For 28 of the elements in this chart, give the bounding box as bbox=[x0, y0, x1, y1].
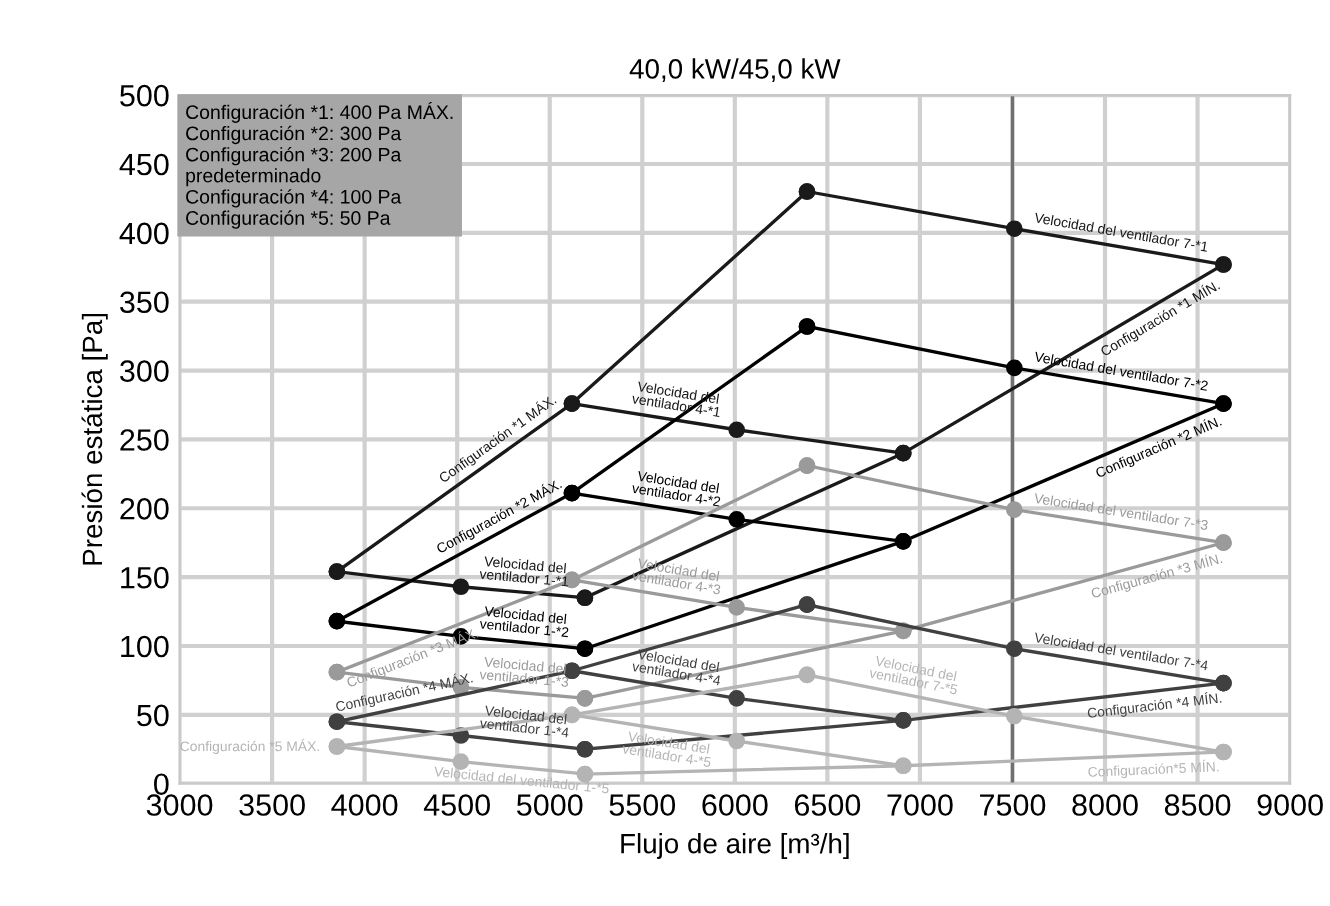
x-tick-label: 7500 bbox=[980, 794, 1046, 816]
y-tick-label: 250 bbox=[120, 429, 169, 451]
chart-title: 40,0 kW/45,0 kW bbox=[629, 58, 841, 83]
x-tick-label: 8000 bbox=[1072, 794, 1138, 816]
y-tick-label: 300 bbox=[120, 360, 169, 382]
x-tick-label: 5000 bbox=[516, 794, 583, 816]
x-tick-label: 8500 bbox=[1164, 794, 1231, 816]
x-tick-label: 5500 bbox=[609, 794, 676, 816]
y-tick-label: 500 bbox=[120, 84, 169, 107]
x-tick-label: 4000 bbox=[331, 794, 398, 816]
x-tick-label: 7000 bbox=[887, 794, 953, 816]
x-tick-label: 9000 bbox=[1257, 794, 1323, 816]
x-tick-label: 6000 bbox=[702, 794, 768, 816]
y-tick-label: 100 bbox=[121, 635, 169, 658]
y-tick-label: 350 bbox=[120, 291, 169, 314]
y-tick-label: 150 bbox=[121, 566, 169, 589]
y-tick-label: 0 bbox=[154, 773, 169, 796]
x-tick-label: 3500 bbox=[239, 794, 305, 816]
x-axis-title: Flujo de aire [m³/h] bbox=[621, 833, 849, 859]
annotation: Configuración *1: 400 Pa MÁX. Configuración *2: 300 Pa Configuración *3: 200 Pa predeterminado Configuración *4: 100 Pa Configuración *5: 50 Pa bbox=[186, 102, 453, 229]
y-tick-label: 200 bbox=[120, 498, 169, 520]
y-tick-label: 400 bbox=[119, 222, 169, 245]
y-tick-label: 450 bbox=[119, 153, 169, 176]
x-tick-label: 4500 bbox=[423, 794, 490, 816]
y-axis-title: Presión estática [Pa] bbox=[81, 314, 108, 565]
x-tick-label: 6500 bbox=[794, 794, 861, 816]
y-tick-label: 50 bbox=[137, 704, 169, 727]
x-tick-label: 3000 bbox=[146, 794, 213, 816]
